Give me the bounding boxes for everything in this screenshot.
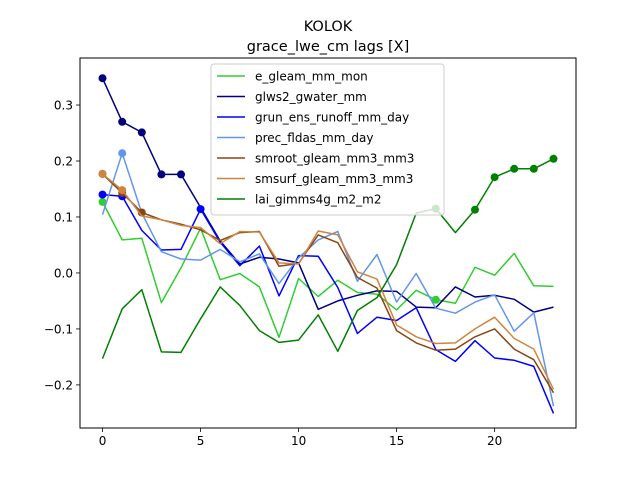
series-point-6-22 bbox=[529, 164, 538, 173]
series-point-6-23 bbox=[549, 154, 558, 163]
legend-label-1: glws2_gwater_mm bbox=[255, 90, 367, 104]
y-tick-label-2: 0.0 bbox=[54, 266, 73, 280]
plot-frame bbox=[79, 57, 577, 429]
series-point-1-2 bbox=[137, 128, 146, 137]
series-point-0-17 bbox=[431, 295, 440, 304]
series-point-6-21 bbox=[510, 164, 519, 173]
series-line-6 bbox=[101, 158, 554, 359]
y-tick-label-0: −0.2 bbox=[44, 378, 73, 392]
series-point-6-19 bbox=[471, 205, 479, 214]
series-line-5 bbox=[102, 173, 555, 390]
plot-area bbox=[79, 57, 577, 429]
y-tick-label-3: 0.1 bbox=[54, 210, 73, 224]
legend: e_gleam_mm_mon glws2_gwater_mm grun_ens_ru… bbox=[210, 63, 445, 216]
legend-label-3: prec_fldas_mm_day bbox=[255, 131, 374, 145]
x-tick-label-1: 5 bbox=[197, 434, 205, 448]
series-point-5-1 bbox=[118, 186, 127, 195]
legend-label-2: grun_ens_runoff_mm_day bbox=[255, 111, 409, 125]
series-line-4 bbox=[101, 173, 555, 394]
chart-title: KOLOK bbox=[304, 19, 353, 35]
legend-label-6: lai_gimms4g_m2_m2 bbox=[255, 193, 382, 207]
series-point-1-0 bbox=[98, 74, 107, 83]
x-tick-label-2: 10 bbox=[291, 434, 306, 448]
series-point-2-0 bbox=[98, 190, 107, 199]
x-tick-label-4: 20 bbox=[487, 434, 502, 448]
y-tick-label-4: 0.2 bbox=[54, 154, 73, 168]
chart-subtitle: grace_lwe_cm lags [X] bbox=[247, 39, 410, 55]
legend-label-4: smroot_gleam_mm3_mm3 bbox=[255, 152, 414, 166]
legend-label-5: smsurf_gleam_mm3_mm3 bbox=[255, 172, 413, 186]
y-tick-label-1: −0.1 bbox=[44, 322, 73, 336]
series-point-0-0 bbox=[98, 197, 107, 206]
series-line-2 bbox=[102, 193, 555, 414]
series-point-1-1 bbox=[118, 117, 127, 126]
series-point-5-0 bbox=[98, 169, 107, 178]
legend-items: e_gleam_mm_mon glws2_gwater_mm grun_ens_ru… bbox=[217, 70, 414, 207]
x-tick-label-3: 15 bbox=[389, 434, 404, 448]
y-axis: −0.2 −0.1 0.0 0.1 0.2 0.3 bbox=[44, 99, 80, 392]
x-axis: 0 5 10 15 20 bbox=[99, 428, 502, 448]
series-line-3 bbox=[101, 152, 555, 407]
series-point-1-3 bbox=[157, 170, 166, 179]
x-tick-label-0: 0 bbox=[99, 434, 107, 448]
series-layer bbox=[98, 74, 558, 414]
legend-box bbox=[210, 63, 445, 216]
series-point-1-4 bbox=[177, 170, 185, 179]
series-point-3-1 bbox=[118, 149, 127, 158]
series-point-2-5 bbox=[196, 205, 205, 214]
series-line-0 bbox=[101, 201, 554, 339]
series-point-6-20 bbox=[490, 173, 499, 182]
legend-label-0: e_gleam_mm_mon bbox=[255, 70, 368, 84]
y-tick-label-5: 0.3 bbox=[54, 99, 73, 113]
